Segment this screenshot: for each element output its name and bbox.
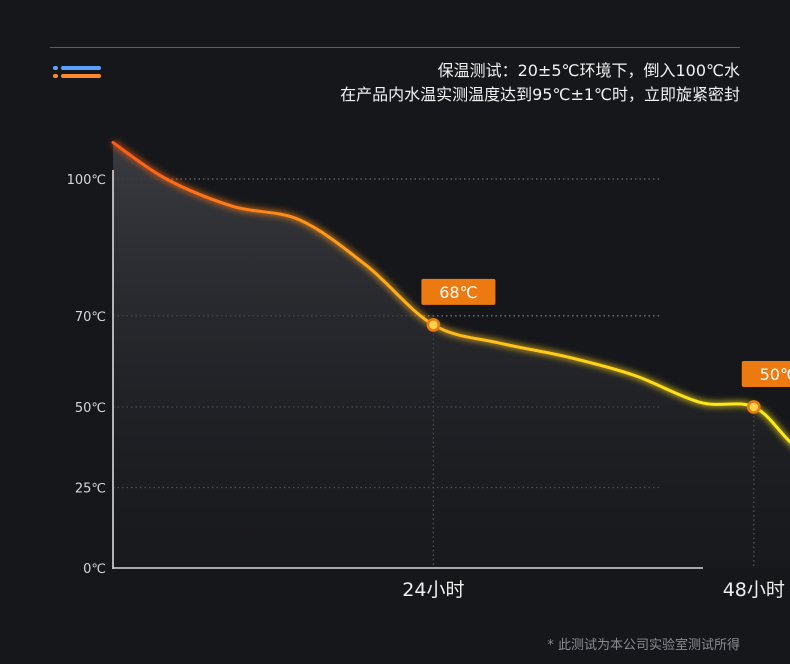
data-label-box: [741, 361, 790, 387]
footnote: * 此测试为本公司实验室测试所得: [547, 638, 740, 653]
data-label: 68℃: [439, 283, 477, 302]
x-tick-label: 48小时: [723, 579, 785, 601]
y-tick-label: 70℃: [75, 310, 106, 325]
data-label: 50℃: [760, 365, 790, 384]
y-tick-label: 50℃: [75, 401, 106, 416]
data-point-marker: [426, 318, 441, 332]
test-description-line-2: 在产品内水温实测温度达到95℃±1℃时，立即旋紧密封: [340, 85, 740, 104]
test-description: 保温测试：20±5℃环境下，倒入100℃水 在产品内水温实测温度达到95℃±1℃…: [180, 59, 740, 107]
y-tick-label: 25℃: [75, 482, 106, 497]
chart-area-fill: [113, 142, 790, 568]
y-tick-label: 0℃: [83, 562, 106, 577]
header-divider: [50, 47, 740, 48]
y-tick-label: 100℃: [67, 173, 106, 188]
data-label-box: [421, 278, 496, 305]
test-description-line-1: 保温测试：20±5℃环境下，倒入100℃水: [437, 61, 740, 80]
x-tick-label: 24小时: [402, 579, 464, 601]
data-point-marker: [747, 400, 761, 414]
menu-lines-icon: [53, 66, 103, 80]
